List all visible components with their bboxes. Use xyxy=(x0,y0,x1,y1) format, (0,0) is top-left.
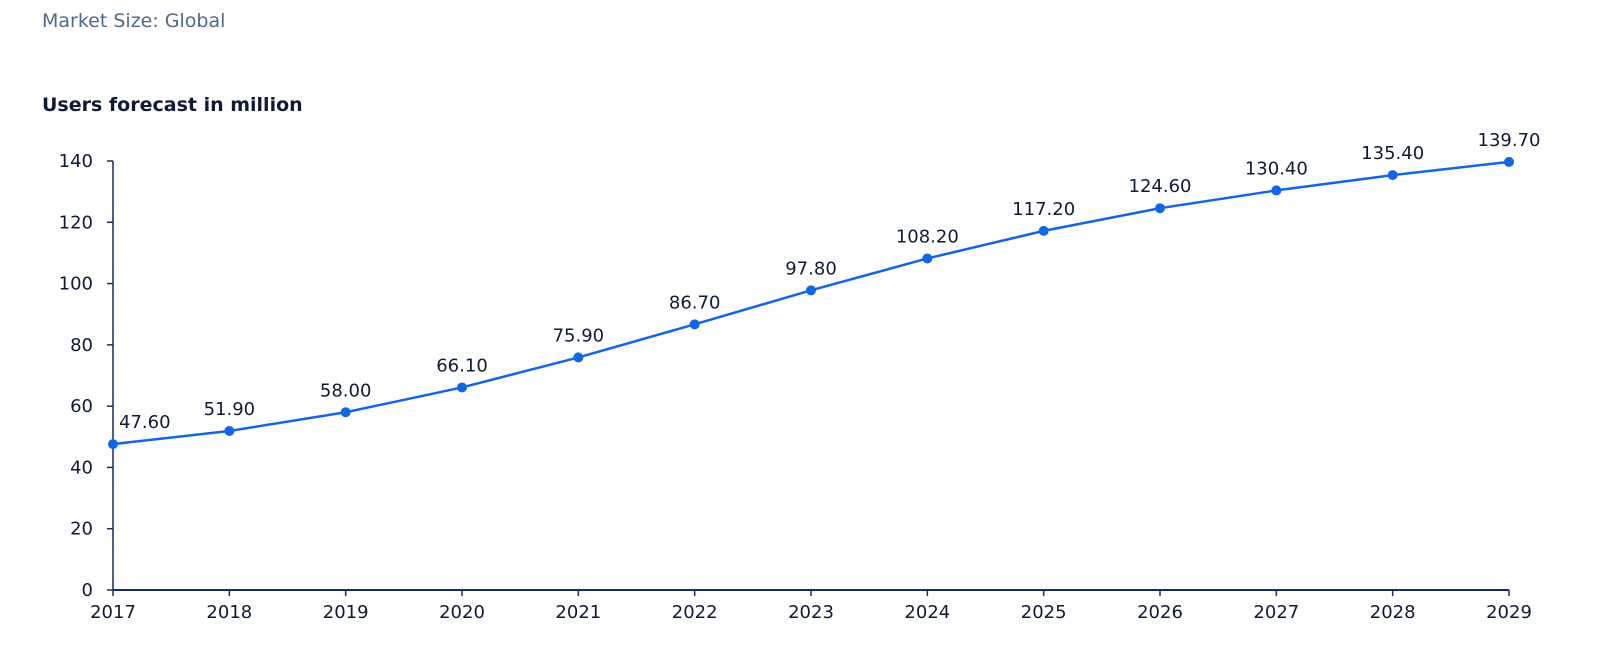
x-tick-label: 2028 xyxy=(1370,602,1416,623)
chart-title: Users forecast in million xyxy=(42,94,303,116)
x-tick-label: 2020 xyxy=(439,602,485,623)
x-tick-label: 2023 xyxy=(788,602,834,623)
x-tick-label: 2017 xyxy=(90,602,136,623)
x-tick-label: 2021 xyxy=(555,602,601,623)
data-label: 75.90 xyxy=(553,325,605,346)
data-label: 124.60 xyxy=(1129,176,1192,197)
data-label: 135.40 xyxy=(1361,143,1424,164)
x-tick-label: 2024 xyxy=(904,602,950,623)
data-point xyxy=(457,382,467,393)
x-tick-label: 2025 xyxy=(1021,602,1067,623)
data-point xyxy=(1038,225,1049,236)
x-tick-label: 2029 xyxy=(1486,602,1532,623)
market-size-label: Market Size: Global xyxy=(42,10,226,32)
y-tick-label: 140 xyxy=(59,151,93,172)
y-tick-label: 100 xyxy=(59,274,93,295)
data-point xyxy=(922,253,933,264)
data-label: 130.40 xyxy=(1245,158,1308,179)
data-label: 47.60 xyxy=(119,412,171,433)
y-tick-label: 40 xyxy=(70,457,93,478)
x-tick-label: 2018 xyxy=(206,602,252,623)
y-tick-label: 120 xyxy=(59,212,93,233)
data-label: 97.80 xyxy=(785,258,837,279)
data-label: 108.20 xyxy=(896,226,959,247)
data-point xyxy=(340,407,351,418)
data-label: 51.90 xyxy=(204,399,256,420)
data-point xyxy=(806,285,816,296)
y-tick-label: 60 xyxy=(70,396,93,417)
y-tick-label: 80 xyxy=(70,335,93,356)
data-point xyxy=(1271,185,1282,196)
data-label: 86.70 xyxy=(669,292,721,313)
x-tick-label: 2027 xyxy=(1253,602,1299,623)
data-point xyxy=(224,425,235,436)
data-label: 139.70 xyxy=(1478,130,1541,151)
x-tick-label: 2019 xyxy=(323,602,369,623)
data-label: 117.20 xyxy=(1012,199,1075,220)
users-series-line xyxy=(112,160,1510,446)
data-point xyxy=(108,439,118,450)
data-point xyxy=(1155,203,1165,214)
data-point xyxy=(1387,170,1398,181)
y-tick-label: 20 xyxy=(70,519,93,540)
data-point xyxy=(1504,156,1514,167)
x-tick-label: 2026 xyxy=(1137,602,1183,623)
x-tick-label: 2022 xyxy=(672,602,718,623)
y-tick-label: 0 xyxy=(82,580,93,601)
data-point xyxy=(573,352,584,363)
data-label: 66.10 xyxy=(436,355,488,376)
data-label: 58.00 xyxy=(320,380,372,401)
data-point xyxy=(689,319,700,330)
